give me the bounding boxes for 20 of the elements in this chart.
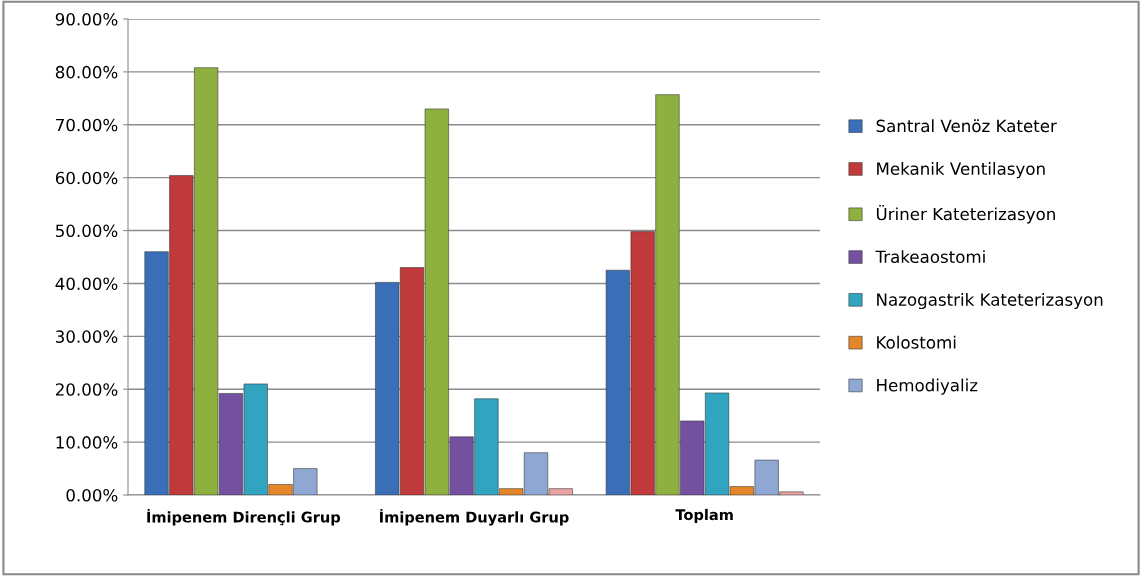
legend-label: Üriner Kateterizasyon: [876, 204, 1055, 224]
legend-label: Mekanik Ventilasyon: [877, 162, 1045, 179]
legend-label: Santral Venöz Kateter: [876, 119, 1057, 133]
y-tick-label: 50.00%: [56, 224, 118, 238]
legend-label: Nazogastrik Kateterizasyon: [877, 292, 1103, 310]
y-tick-label: 0.00%: [66, 488, 118, 502]
legend-label: Trakeaostomi: [875, 250, 985, 264]
x-tick-label: Toplam: [675, 508, 733, 523]
y-tick-label: 30.00%: [56, 330, 118, 343]
x-tick-label: İmipenem Dirençli Grup: [147, 508, 341, 526]
y-tick-label: 70.00%: [56, 118, 118, 132]
y-tick-label: 60.00%: [55, 171, 118, 185]
y-tick-label: 90.00%: [55, 12, 118, 26]
y-tick-label: 40.00%: [55, 277, 118, 291]
y-tick-label: 80.00%: [55, 65, 118, 79]
legend-label: Kolostomi: [877, 335, 956, 349]
legend-label: Hemodiyaliz: [877, 378, 978, 395]
y-tick-label: 10.00%: [56, 436, 118, 449]
x-tick-label: İmipenem Duyarlı Grup: [380, 508, 569, 526]
y-tick-label: 20.00%: [55, 383, 118, 396]
